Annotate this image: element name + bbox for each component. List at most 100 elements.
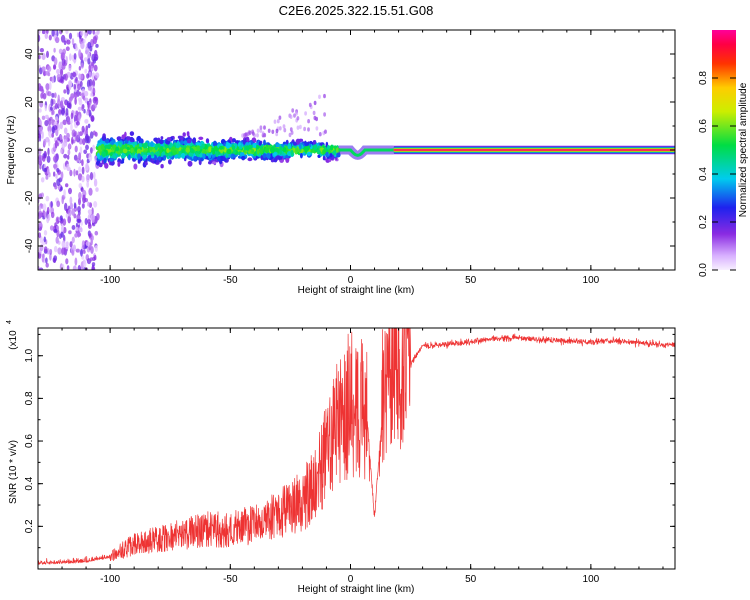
spectrogram-cell (74, 257, 78, 266)
spectrogram-cell (69, 118, 73, 125)
spectrogram-cell (71, 208, 75, 216)
spectrogram-cell (45, 262, 49, 268)
y-tick-label: 0.2 (24, 519, 35, 533)
spectrogram-cell (87, 30, 92, 35)
spectrogram-cell (313, 144, 318, 150)
spectrogram-cell (306, 151, 311, 157)
spectrogram-cell (78, 73, 81, 80)
spectrogram-cell (256, 145, 260, 149)
spectrogram-cell (65, 258, 69, 265)
spectrogram-cell (84, 218, 88, 225)
spectrogram-cell (260, 155, 264, 161)
spectrogram-cell (65, 30, 69, 35)
spectrogram-cell (259, 150, 264, 154)
spectrogram-cell (239, 145, 243, 150)
spectrogram-cell (42, 92, 47, 100)
colorbar: 0.0 0.2 0.4 0.6 0.8 Normalized spectral ampl… (698, 30, 749, 277)
spectrogram-cell (323, 93, 326, 99)
spectrogram-cell (78, 166, 82, 173)
spectrogram-cell (51, 76, 55, 84)
spectrogram-cell (169, 143, 172, 148)
spectrogram-cell (140, 138, 143, 145)
spectrogram-cell (110, 140, 115, 146)
spectrogram-cell (80, 41, 85, 50)
spectrogram-cell (39, 244, 44, 252)
spectrogram-cell (91, 216, 96, 224)
spectrogram-cell (63, 40, 67, 45)
spectrogram-cell (263, 139, 266, 146)
spectrogram-cell (208, 153, 212, 159)
spectrogram-cell (66, 132, 70, 139)
spectrogram-cell (88, 64, 91, 71)
spectrogram-cell (68, 82, 72, 91)
spectrogram-cell (253, 142, 257, 149)
spectrogram-cell (45, 114, 49, 120)
spectrogram-cell (104, 144, 110, 149)
spectrogram-cell (67, 208, 72, 217)
spectrogram-cell (76, 229, 81, 238)
snr-axes: -100 -50 0 50 100 0.2 0.4 0.6 0.8 1.0 (24, 328, 675, 585)
spectrogram-cell (258, 141, 262, 146)
spectrogram-cell (77, 131, 80, 138)
spectrogram-cell (38, 108, 42, 113)
spectrogram-cell (212, 149, 215, 155)
spectrogram-cell (43, 167, 47, 173)
spectrogram-cell (61, 224, 64, 232)
spectrogram-cell (38, 232, 42, 239)
spectrogram-cell (303, 126, 306, 132)
x-tick-label: 100 (583, 574, 600, 585)
spectrogram-cell (64, 73, 68, 81)
spectrogram-cell (53, 163, 58, 169)
spectrogram-cell (251, 131, 255, 136)
spectrogram-cell (74, 233, 78, 238)
spectrogram-ylabel: Frequency (Hz) (6, 116, 17, 185)
spectrogram-cell (283, 128, 287, 133)
spectrogram-cell (63, 202, 68, 211)
spectrogram-cell (44, 120, 49, 127)
spectrogram-cell (115, 146, 120, 152)
spectrogram-cell (57, 124, 61, 131)
spectrogram-cell (259, 125, 263, 130)
spectrogram-cell (77, 173, 83, 181)
spectrogram-cell (74, 135, 78, 142)
spectrogram-cell (245, 142, 250, 146)
spectrogram-cell (149, 146, 153, 151)
spectrogram-cell (176, 154, 182, 158)
spectrogram-cell (68, 53, 72, 61)
spectrogram-cell (56, 200, 61, 208)
spectrogram-cell (75, 226, 79, 232)
spectrogram-cell (289, 127, 293, 132)
spectrogram-cell (233, 149, 236, 155)
spectrogram-cell (94, 72, 100, 79)
spectrogram-cell (84, 31, 88, 39)
spectrogram-cell (273, 152, 277, 156)
spectrogram-cell (78, 197, 81, 206)
spectrogram-cell (93, 201, 98, 208)
spectrogram-cell (65, 241, 69, 247)
spectrogram-cell (73, 168, 76, 177)
spectrogram-cell (41, 52, 46, 61)
spectrogram-cell (86, 174, 90, 179)
spectrogram-cell (278, 115, 282, 120)
spectrogram-cell (232, 138, 236, 143)
spectrogram-cell (282, 124, 286, 129)
spectrogram-cell (242, 139, 247, 145)
spectrogram-cell (59, 215, 63, 222)
spectrogram-cell (48, 34, 52, 41)
spectrogram-cell (59, 68, 64, 77)
spectrogram-cell (78, 66, 82, 71)
spectrogram-cell (137, 153, 141, 160)
spectrogram-cell (122, 148, 128, 154)
spectrogram-cell (43, 230, 48, 236)
spectrogram-cell (96, 213, 100, 221)
spectrogram-cell (53, 228, 58, 234)
spectrogram-cell (212, 140, 217, 147)
spectrogram-cell (51, 125, 55, 134)
spectrogram-cell (162, 151, 166, 156)
spectrogram-cell (60, 34, 66, 43)
spectrogram-cell (55, 36, 60, 44)
snr-scale-exponent: 4 (6, 320, 13, 324)
spectrogram-cell (100, 143, 105, 151)
colorbar-gradient (712, 30, 736, 270)
spectrogram-cell (61, 247, 65, 256)
